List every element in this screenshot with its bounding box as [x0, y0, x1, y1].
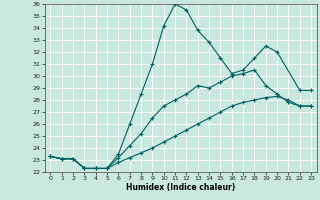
X-axis label: Humidex (Indice chaleur): Humidex (Indice chaleur) [126, 183, 236, 192]
